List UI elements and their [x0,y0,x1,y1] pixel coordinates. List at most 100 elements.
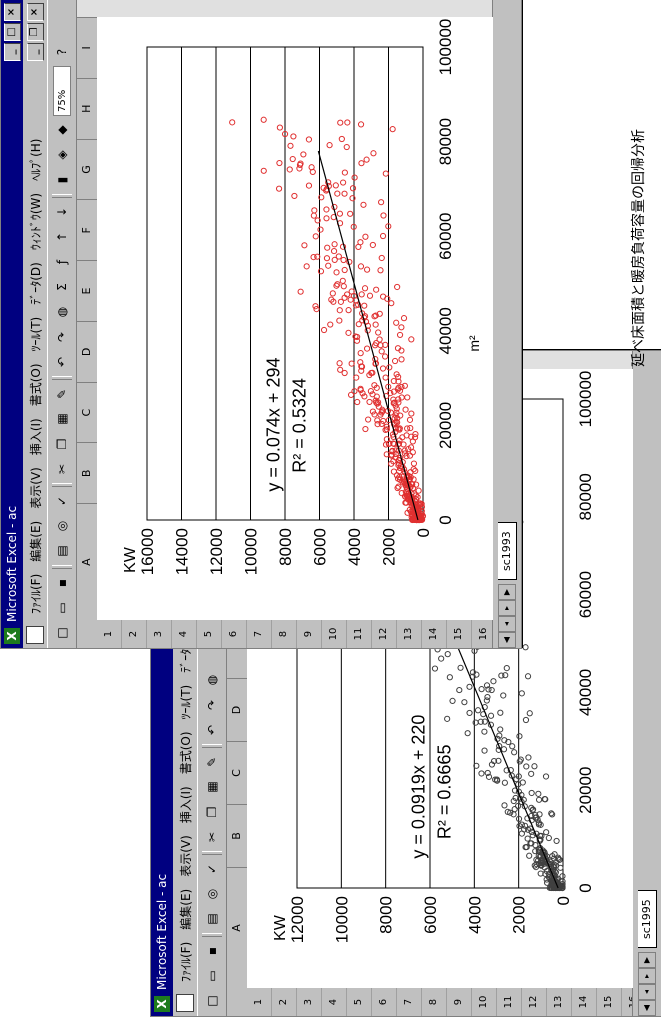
paste-icon[interactable]: ▦ [201,776,223,798]
copy-icon[interactable]: ❐ [51,433,73,455]
close-icon[interactable]: × [27,3,44,21]
paste-icon[interactable]: ▦ [51,408,73,430]
row-header-3[interactable]: 3 [297,988,322,1016]
function-icon[interactable]: ƒ [51,251,73,273]
row-header-2[interactable]: 2 [272,988,297,1016]
row-header-12[interactable]: 12 [372,620,397,648]
row-header-6[interactable]: 6 [222,620,247,648]
chart-area[interactable]: 0 2000 4000 6000 8000 10000 12000 14000 16000 0 20… [97,17,493,620]
web-toolbar-icon[interactable]: ◍ [201,669,223,691]
column-header-i[interactable]: I [77,17,97,78]
office-assistant-icon[interactable]: ? [51,41,73,63]
row-header-15[interactable]: 15 [597,988,622,1016]
column-header-c[interactable]: C [77,381,97,443]
row-header-10[interactable]: 10 [322,620,347,648]
new-file-icon[interactable]: □ [201,990,223,1012]
menu-format[interactable]: 書式(O) [178,731,193,775]
menu-edit[interactable]: 編集(E) [178,888,193,930]
spellcheck-icon[interactable]: ✓ [51,490,73,512]
column-header-e[interactable]: E [77,260,97,321]
first-sheet-button[interactable]: ◀ [638,1000,656,1016]
row-header-14[interactable]: 14 [572,988,597,1016]
row-header-9[interactable]: 9 [297,620,322,648]
row-header-5[interactable]: 5 [197,620,222,648]
undo-icon[interactable]: ↶ [201,719,223,741]
zoom-select[interactable]: 75% [53,66,71,116]
document-icon[interactable] [26,626,44,644]
open-folder-icon[interactable]: ▭ [51,597,73,619]
close-icon[interactable]: × [4,3,21,21]
restore-icon[interactable]: ❐ [27,23,44,41]
row-header-15[interactable]: 15 [447,620,472,648]
menu-view[interactable]: 表示(V) [28,467,43,509]
row-header-14[interactable]: 14 [422,620,447,648]
last-sheet-button[interactable]: ▶ [498,584,516,600]
drawing-icon[interactable]: ◆ [51,119,73,141]
format-painter-icon[interactable]: ✎ [201,751,223,773]
save-icon[interactable]: ▪ [51,572,73,594]
undo-icon[interactable]: ↶ [51,351,73,373]
row-header-4[interactable]: 4 [322,988,347,1016]
cut-icon[interactable]: ✂ [51,458,73,480]
menu-insert[interactable]: 挿入(I) [178,786,193,824]
cut-icon[interactable]: ✂ [201,826,223,848]
row-header-11[interactable]: 11 [347,620,372,648]
column-header-a[interactable]: A [77,503,97,620]
menu-file[interactable]: ﾌｧｲﾙ(F) [178,941,193,982]
minimize-icon[interactable]: _ [27,43,44,61]
prev-sheet-button[interactable]: ◂ [638,984,656,1000]
print-icon[interactable]: ▤ [51,540,73,562]
document-icon[interactable] [176,994,194,1012]
row-header-10[interactable]: 10 [472,988,497,1016]
web-toolbar-icon[interactable]: ◍ [51,301,73,323]
menu-format[interactable]: 書式(O) [28,363,43,407]
row-header-4[interactable]: 4 [172,620,197,648]
print-preview-icon[interactable]: ◎ [51,515,73,537]
print-preview-icon[interactable]: ◎ [201,883,223,905]
save-icon[interactable]: ▪ [201,940,223,962]
row-header-3[interactable]: 3 [147,620,172,648]
menu-tools[interactable]: ﾂｰﾙ(T) [178,684,193,720]
column-header-b[interactable]: B [227,804,247,867]
menu-help[interactable]: ﾍﾙﾌﾟ(H) [28,138,43,181]
prev-sheet-button[interactable]: ◂ [498,616,516,632]
menu-tools[interactable]: ﾂｰﾙ(T) [28,316,43,352]
print-icon[interactable]: ▤ [201,908,223,930]
new-file-icon[interactable]: □ [51,622,73,644]
row-header-13[interactable]: 13 [547,988,572,1016]
row-header-11[interactable]: 11 [497,988,522,1016]
next-sheet-button[interactable]: ▸ [638,968,656,984]
open-folder-icon[interactable]: ▭ [201,965,223,987]
column-header-a[interactable]: A [227,867,247,988]
menu-data[interactable]: ﾃﾞｰﾀ(D) [28,262,43,305]
menu-insert[interactable]: 挿入(I) [28,418,43,456]
column-header-h[interactable]: H [77,77,97,139]
column-header-d[interactable]: D [77,320,97,382]
vertical-scrollbar[interactable] [77,0,493,18]
chart-wizard-icon[interactable]: ▮ [51,169,73,191]
sheet-tab[interactable]: sc1993 [497,522,517,580]
row-header-7[interactable]: 7 [247,620,272,648]
last-sheet-button[interactable]: ▶ [638,952,656,968]
menu-edit[interactable]: 編集(E) [28,520,43,562]
column-header-b[interactable]: B [77,442,97,504]
row-header-8[interactable]: 8 [272,620,297,648]
minimize-icon[interactable]: _ [4,43,21,61]
redo-icon[interactable]: ↷ [201,694,223,716]
spellcheck-icon[interactable]: ✓ [201,858,223,880]
column-header-d[interactable]: D [227,678,247,741]
sheet-tab[interactable]: sc1995 [637,890,657,948]
row-header-12[interactable]: 12 [522,988,547,1016]
menu-file[interactable]: ﾌｧｲﾙ(F) [28,573,43,614]
autosum-icon[interactable]: Σ [51,276,73,298]
column-header-c[interactable]: C [227,741,247,804]
format-painter-icon[interactable]: ✎ [51,383,73,405]
row-header-9[interactable]: 9 [447,988,472,1016]
row-header-2[interactable]: 2 [122,620,147,648]
row-header-13[interactable]: 13 [397,620,422,648]
menu-view[interactable]: 表示(V) [178,835,193,877]
redo-icon[interactable]: ↷ [51,326,73,348]
sort-descending-icon[interactable]: ↓ [51,201,73,223]
column-header-g[interactable]: G [77,138,97,200]
row-header-7[interactable]: 7 [397,988,422,1016]
